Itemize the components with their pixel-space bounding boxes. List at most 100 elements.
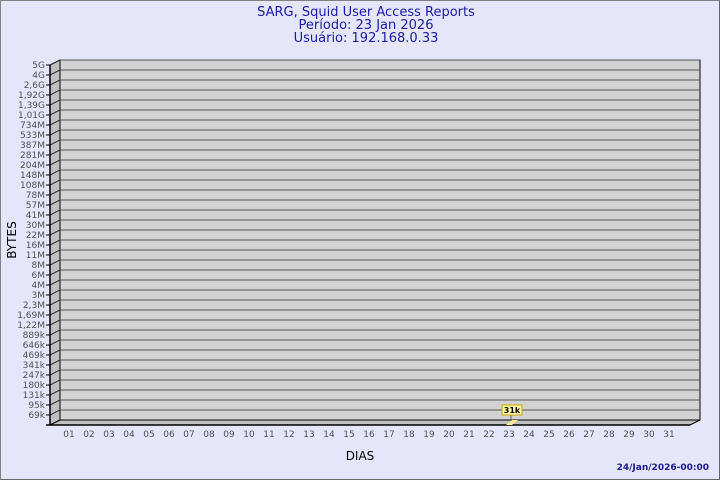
y-tick-label: 1,69M (17, 311, 45, 321)
gridline-depth (49, 179, 61, 186)
y-tick-label: 281M (20, 151, 45, 161)
x-tick-label: 03 (103, 430, 114, 440)
gridline-depth (49, 409, 61, 416)
gridline-depth (49, 189, 61, 196)
gridline-depth (49, 229, 61, 236)
y-tick-label: 2,3M (23, 301, 45, 311)
y-tick-label: 78M (26, 191, 45, 201)
y-tick-label: 69k (28, 411, 45, 421)
y-tick-label: 8M (32, 261, 46, 271)
y-tick-label: 1,22M (17, 321, 45, 331)
y-tick-label: 41M (26, 211, 45, 221)
gridline-depth (49, 219, 61, 226)
x-tick-label: 06 (163, 430, 175, 440)
y-tick-label: 889k (23, 331, 46, 341)
x-tick-label: 30 (643, 430, 655, 440)
gridline-depth (49, 199, 61, 206)
x-tick-label: 26 (563, 430, 575, 440)
gridline-depth (49, 159, 61, 166)
gridline-depth (49, 259, 61, 266)
x-tick-label: 05 (143, 430, 154, 440)
y-tick-label: 4G (32, 71, 45, 81)
gridline-depth (49, 289, 61, 296)
gridline-depth (49, 369, 61, 376)
y-tick-label: 57M (26, 201, 45, 211)
y-tick-label: 6M (32, 271, 46, 281)
x-tick-label: 24 (523, 430, 535, 440)
y-tick-label: 16M (26, 241, 45, 251)
y-tick-label: 180k (23, 381, 46, 391)
gridline-depth (49, 69, 61, 76)
gridline-depth (49, 359, 61, 366)
data-bar (506, 420, 518, 425)
x-tick-label: 19 (423, 430, 435, 440)
y-tick-label: 204M (20, 161, 45, 171)
y-tick-label: 1,39G (18, 101, 45, 111)
data-label-box (501, 404, 523, 416)
x-tick-label: 31 (663, 430, 674, 440)
x-tick-label: 14 (323, 430, 335, 440)
x-tick-label: 28 (603, 430, 615, 440)
x-tick-label: 04 (123, 430, 135, 440)
gridline-depth (49, 349, 61, 356)
chart-period: Período: 23 Jan 2026 (299, 18, 434, 33)
y-tick-label: 4M (32, 281, 46, 291)
chart-user: Usuário: 192.168.0.33 (294, 31, 439, 46)
x-tick-label: 25 (543, 430, 554, 440)
x-tick-label: 22 (483, 430, 494, 440)
y-tick-label: 108M (20, 181, 45, 191)
x-tick-label: 20 (443, 430, 455, 440)
gridline-depth (49, 309, 61, 316)
gridline-depth (49, 129, 61, 136)
y-tick-label: 646k (23, 341, 46, 351)
x-tick-label: 13 (303, 430, 314, 440)
x-tick-label: 17 (383, 430, 394, 440)
y-tick-label: 247k (23, 371, 46, 381)
x-tick-label: 16 (363, 430, 375, 440)
y-tick-label: 387M (20, 141, 45, 151)
y-tick-label: 3M (32, 291, 46, 301)
y-tick-label: 533M (20, 131, 45, 141)
y-axis-label: BYTES (5, 221, 19, 258)
gridline-depth (49, 249, 61, 256)
x-tick-label: 02 (83, 430, 94, 440)
gridline-depth (49, 329, 61, 336)
gridline-depth (49, 279, 61, 286)
y-tick-label: 341k (23, 361, 46, 371)
x-tick-label: 11 (263, 430, 274, 440)
y-tick-label: 469k (23, 351, 46, 361)
y-tick-label: 2,6G (24, 81, 45, 91)
data-label: 31k (504, 406, 521, 415)
gridline-depth (49, 299, 61, 306)
x-tick-label: 10 (243, 430, 255, 440)
gridline-depth (49, 339, 61, 346)
gridline-depth (49, 239, 61, 246)
gridline-depth (49, 59, 61, 66)
y-tick-label: 95k (28, 401, 45, 411)
y-tick-label: 131k (23, 391, 46, 401)
x-tick-label: 01 (63, 430, 74, 440)
gridline-depth (49, 149, 61, 156)
gridline-depth (49, 389, 61, 396)
y-tick-label: 22M (26, 231, 45, 241)
y-tick-label: 30M (26, 221, 45, 231)
gridline-depth (49, 399, 61, 406)
x-tick-label: 15 (343, 430, 354, 440)
chart-title: SARG, Squid User Access Reports (257, 5, 475, 20)
y-tick-label: 1,01G (18, 111, 45, 121)
generated-timestamp: 24/Jan/2026-00:00 (617, 463, 709, 473)
y-tick-label: 1,92G (18, 91, 45, 101)
x-tick-label: 29 (623, 430, 635, 440)
gridline-depth (49, 209, 61, 216)
gridline-depth (49, 139, 61, 146)
y-tick-label: 5G (32, 61, 45, 71)
gridline-depth (49, 99, 61, 106)
gridline-depth (49, 269, 61, 276)
x-tick-label: 23 (503, 430, 514, 440)
x-tick-label: 07 (183, 430, 194, 440)
x-axis-label: DIAS (346, 449, 375, 463)
gridline-depth (49, 169, 61, 176)
y-tick-label: 11M (26, 251, 45, 261)
x-tick-label: 09 (223, 430, 235, 440)
x-tick-label: 12 (283, 430, 294, 440)
